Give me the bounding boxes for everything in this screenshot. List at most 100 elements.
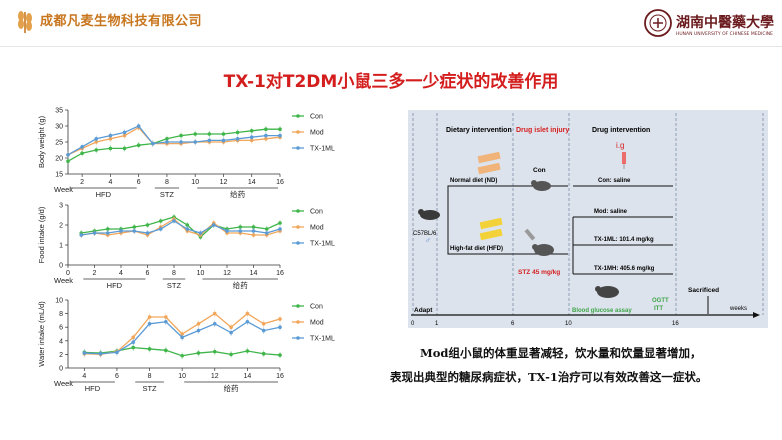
header-dietary: Dietary intervention [446, 127, 512, 134]
x-tick-label: 12 [211, 373, 219, 380]
data-point [196, 322, 201, 326]
data-point [115, 350, 119, 355]
x-tick-label: 8 [148, 373, 152, 380]
data-point [92, 231, 97, 235]
data-point [164, 319, 168, 324]
x-tick-label: 14 [250, 270, 258, 277]
sacrificed-label: Sacrificed [688, 287, 719, 294]
experiment-timeline-diagram: Dietary intervention Drug islet injury D… [408, 110, 768, 328]
data-point [278, 133, 282, 138]
mouse-treated-icon [595, 286, 619, 298]
series-line-TX-1ML [67, 125, 280, 156]
slide-title: TX-1对T2DM小鼠三多一少症状的改善作用 [223, 72, 559, 92]
data-point [66, 159, 70, 163]
header-divider [0, 46, 782, 47]
data-point [145, 231, 150, 235]
legend-label: Con [310, 304, 323, 311]
y-tick-label: 2 [59, 352, 63, 359]
legend-marker [296, 146, 300, 150]
x-tick-label: 14 [248, 179, 256, 186]
data-point [108, 133, 113, 138]
data-point [212, 322, 217, 326]
data-point [136, 143, 141, 147]
diagram-background [408, 110, 768, 328]
tx-low-dose-label: TX-1ML: 101.4 mg/kg [594, 237, 654, 243]
data-point [249, 129, 254, 133]
y-tick-label: 30 [55, 124, 63, 131]
legend-marker [296, 114, 300, 118]
x-tick-label: 10 [197, 270, 205, 277]
legend-label: Con [310, 209, 323, 216]
x-axis-label: Week [54, 379, 73, 388]
mouse-con-icon [531, 180, 551, 191]
data-point [196, 351, 201, 355]
data-point [94, 137, 99, 141]
university-name: 湖南中醫藥大學 [676, 15, 774, 31]
data-point [278, 353, 282, 357]
y-tick-label: 10 [55, 298, 63, 305]
data-point [245, 349, 250, 353]
caption-line-1: Mod组小鼠的体重显著减轻，饮水量和饮量显著增加， [420, 346, 702, 360]
data-point [82, 351, 87, 355]
legend-marker [296, 320, 300, 324]
x-tick-label: 6 [146, 270, 150, 277]
x-tick-label: 6 [115, 373, 119, 380]
normal-diet-label: Normal diet (ND) [450, 178, 497, 184]
y-axis-label: Food intake (g/d) [37, 206, 46, 263]
series-line-Con [81, 216, 281, 238]
chart-3: 0 2 4 6 8 10 4 6 8 10 12 14 16 Week HFD STZ 给药 Water inta… [37, 298, 335, 394]
x-tick-label: 2 [80, 179, 84, 186]
y-tick-label: 25 [55, 140, 63, 147]
data-point [151, 141, 155, 146]
legend-label: Con [310, 114, 323, 121]
y-tick-label: 1 [59, 243, 63, 250]
data-point [185, 223, 190, 227]
data-point [66, 153, 70, 157]
legend-marker [296, 209, 300, 213]
tx-high-dose-label: TX-1MH: 405.6 mg/kg [594, 266, 655, 272]
phase-label: STZ [142, 384, 157, 393]
data-point [264, 133, 268, 138]
header-drug-intervention: Drug intervention [592, 127, 650, 134]
data-point [245, 319, 250, 324]
y-tick-label: 8 [59, 311, 63, 318]
data-point [180, 335, 184, 340]
data-point [238, 229, 243, 233]
y-tick-label: 2 [59, 223, 63, 230]
con-label: Con [533, 167, 546, 174]
data-point [172, 219, 176, 223]
legend-label: TX-1ML [310, 146, 335, 153]
mouse-icon [418, 209, 440, 220]
legend-marker [296, 336, 300, 340]
data-point [179, 133, 183, 138]
data-point [261, 328, 266, 333]
data-point [98, 351, 103, 356]
data-point [105, 227, 110, 231]
legend-marker [296, 241, 300, 245]
data-point [245, 311, 250, 316]
data-point [235, 130, 240, 135]
y-tick-label: 6 [59, 325, 63, 332]
data-point [179, 140, 183, 144]
y-axis-label: Water intake (mL/d) [37, 301, 46, 367]
series-line-Con [67, 128, 280, 162]
data-point [132, 225, 137, 229]
university-seal-icon [644, 9, 672, 37]
data-point [221, 138, 226, 143]
data-point [131, 345, 136, 350]
y-tick-label: 15 [55, 172, 63, 179]
x-tick-label: 12 [223, 270, 231, 277]
y-tick-label: 4 [59, 338, 63, 345]
y-tick-label: 0 [59, 366, 63, 373]
ogtt-label: OGTT [652, 298, 669, 304]
x-tick-label: 2 [93, 270, 97, 277]
data-point [158, 227, 163, 231]
x-tick-label: 14 [243, 373, 251, 380]
y-tick-label: 0 [59, 263, 63, 270]
x-tick-label: 4 [119, 270, 123, 277]
data-point [261, 351, 266, 356]
data-point [251, 229, 256, 233]
wheat-logo-icon [18, 11, 32, 33]
